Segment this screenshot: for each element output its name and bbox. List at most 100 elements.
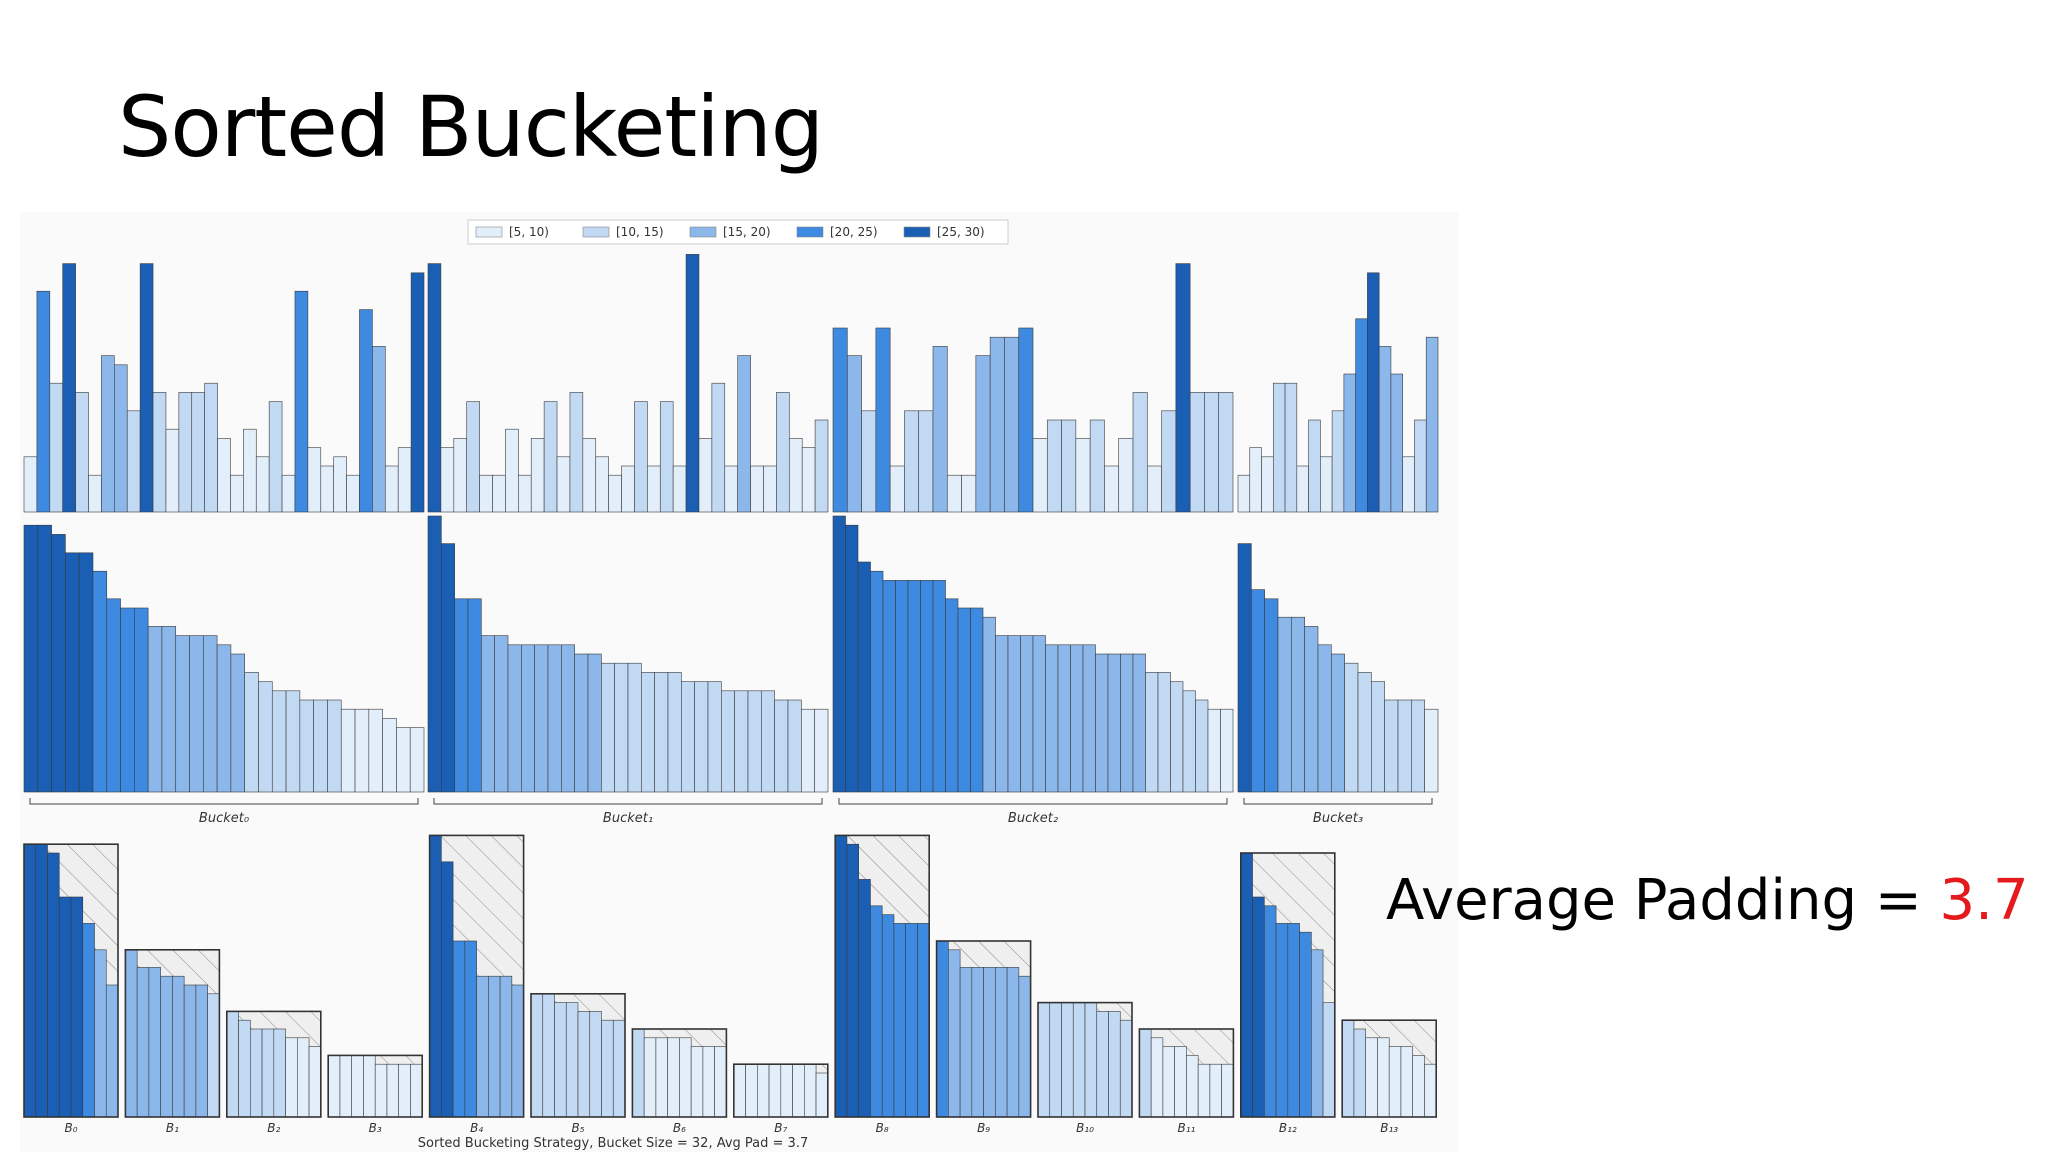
batch-bar <box>1287 923 1300 1118</box>
unsorted-bar <box>832 327 848 513</box>
unsorted-bar <box>255 456 270 513</box>
batch-bar <box>834 835 848 1118</box>
sorted-bar <box>340 708 356 793</box>
unsorted-bar <box>776 392 790 513</box>
batch-bar <box>94 949 107 1118</box>
batch-label: B₃ <box>369 1121 382 1135</box>
unsorted-bar <box>634 401 648 513</box>
unsorted-bar <box>440 447 455 513</box>
unsorted-bar <box>1132 392 1148 513</box>
batch-bar <box>1197 1063 1211 1118</box>
unsorted-bar <box>1204 392 1220 513</box>
batch-bar <box>105 984 119 1118</box>
unsorted-bar <box>918 410 934 513</box>
batch-bar <box>1353 1028 1366 1118</box>
unsorted-bar <box>595 456 609 513</box>
batch-label: B₄ <box>470 1121 483 1135</box>
unsorted-bar <box>88 474 102 513</box>
batch-bar <box>881 914 895 1118</box>
slide-title: Sorted Bucketing <box>118 78 824 176</box>
batch-bar <box>893 923 907 1118</box>
batch-bar <box>1209 1063 1222 1118</box>
sorted-bar <box>481 635 495 793</box>
batch-bar <box>1322 1002 1336 1118</box>
sorted-bar <box>761 690 775 793</box>
legend-entry-label: [5, 10) <box>509 225 549 239</box>
batch-bar <box>971 967 984 1118</box>
sorted-bar <box>787 699 802 793</box>
unsorted-bar <box>1378 346 1392 513</box>
average-padding-value: 3.7 <box>1939 868 2029 933</box>
sorted-bar <box>857 561 871 793</box>
batch-bar <box>815 1072 829 1118</box>
batch-bar <box>296 1037 310 1118</box>
batch-bar <box>82 923 95 1118</box>
unsorted-bar <box>1284 382 1298 513</box>
unsorted-bar <box>1390 373 1404 513</box>
sorted-bar <box>1007 635 1021 793</box>
sorted-bar <box>92 570 108 793</box>
unsorted-bar <box>75 392 89 513</box>
sorted-bar <box>175 635 190 793</box>
sorted-bar <box>907 580 921 793</box>
batch-bar <box>1365 1037 1378 1118</box>
sorted-bar <box>627 662 642 793</box>
unsorted-bar <box>1343 373 1356 513</box>
unsorted-bar <box>569 392 584 513</box>
sorted-bar <box>409 727 425 793</box>
sorted-bar <box>1344 662 1359 793</box>
sorted-bar <box>601 662 615 793</box>
legend-entry-label: [10, 15) <box>616 225 664 239</box>
sorted-bar <box>368 708 383 793</box>
batch-bar <box>667 1037 680 1118</box>
sorted-bar <box>681 681 695 793</box>
sorted-bar <box>454 598 469 793</box>
unsorted-bar <box>659 401 674 513</box>
unsorted-bar <box>685 254 700 513</box>
batch-bar <box>1412 1055 1425 1118</box>
sorted-bar <box>396 727 411 793</box>
batch-bar <box>601 1019 614 1118</box>
sorted-bar <box>721 690 735 793</box>
sorted-bar <box>1220 708 1234 793</box>
sorted-bar <box>299 699 314 793</box>
sorted-bar <box>957 607 971 793</box>
sorted-bar <box>106 598 121 793</box>
batch-bar <box>1341 1019 1355 1118</box>
unsorted-bar <box>724 465 738 513</box>
sorted-bar <box>1195 699 1209 793</box>
batch-bar <box>70 896 84 1118</box>
batch-bar <box>1084 1002 1098 1118</box>
sorted-bar <box>1120 653 1134 793</box>
batch-bar <box>714 1046 727 1118</box>
batch-bar <box>554 1002 567 1118</box>
sorted-bar <box>1157 672 1171 793</box>
batch-bar <box>936 940 949 1118</box>
batch-bar <box>792 1063 805 1118</box>
unsorted-bar <box>294 290 309 513</box>
sorted-bar <box>23 524 39 793</box>
batch-bar <box>273 1028 286 1118</box>
batch-bar <box>363 1055 376 1118</box>
bucket-brace <box>838 798 1228 805</box>
batch-outline <box>1341 1019 1437 1118</box>
unsorted-bar <box>975 355 991 513</box>
batch-bar <box>183 984 197 1118</box>
sorted-bar <box>694 681 709 793</box>
unsorted-bar <box>846 355 862 513</box>
batch-bar <box>148 967 161 1118</box>
unsorted-bar <box>750 465 764 513</box>
sorted-bar <box>832 515 846 793</box>
batch-bar <box>995 967 1008 1118</box>
batch-bar <box>1252 896 1265 1118</box>
batch-bar <box>1311 949 1324 1118</box>
batch-bar <box>23 843 37 1118</box>
batch-bar <box>1174 1046 1187 1118</box>
batch-label: B₁₂ <box>1279 1121 1297 1135</box>
sorted-bar <box>1020 635 1034 793</box>
unsorted-bar <box>737 355 751 513</box>
sorted-bar <box>230 653 245 793</box>
sorted-bar <box>327 699 342 793</box>
sorted-buckets-panel: Bucket₀ Bucket₁ Bucket₂ Bucket₃ <box>23 515 1439 826</box>
legend-entry-label: [15, 20) <box>723 225 771 239</box>
